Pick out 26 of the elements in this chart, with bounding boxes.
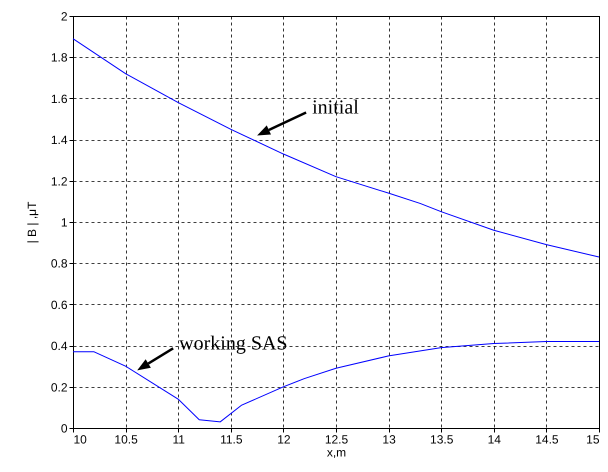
- x-tick-label: 15: [586, 432, 600, 446]
- y-tick-label: 1.8: [50, 50, 68, 65]
- x-tick-label: 13: [382, 432, 396, 446]
- x-tick-label: 11.5: [220, 432, 243, 446]
- y-tick-label: 0.6: [50, 298, 68, 312]
- y-tick-label: 0.4: [50, 339, 68, 354]
- y-axis-title: | B | ,μT: [24, 200, 39, 244]
- y-tick-label: 2: [60, 10, 68, 24]
- y-tick-label: 0.8: [50, 256, 68, 271]
- annotation: initial: [312, 96, 360, 118]
- x-axis-title: x,m: [326, 446, 346, 460]
- x-tick-label: 13.5: [430, 432, 454, 446]
- x-tick-label: 11: [172, 432, 186, 446]
- x-tick-label: 14.5: [535, 432, 559, 446]
- y-tick-label: 1: [60, 216, 68, 230]
- x-tick-label: 12: [277, 432, 291, 446]
- y-tick-label: 1.2: [50, 174, 68, 188]
- annotation: working SAS: [179, 332, 288, 354]
- y-tick-label: 1.4: [50, 133, 68, 148]
- y-tick-label: 0: [60, 422, 68, 436]
- x-tick-label: 12.5: [324, 432, 348, 446]
- x-tick-label: 10.5: [114, 432, 138, 446]
- x-tick-label: 10: [74, 432, 88, 446]
- y-tick-label: 0.2: [50, 380, 68, 394]
- x-tick-label: 14: [488, 432, 502, 446]
- y-tick-label: 1.6: [50, 92, 68, 106]
